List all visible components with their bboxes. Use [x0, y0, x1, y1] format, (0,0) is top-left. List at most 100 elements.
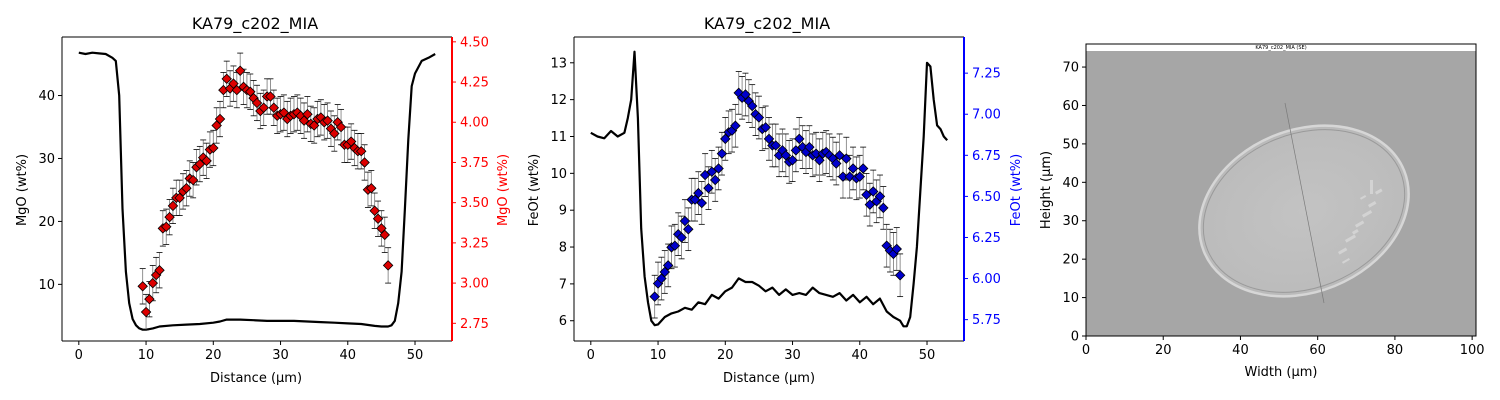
feo-data-point: [676, 232, 687, 243]
mgo-data-point: [234, 65, 246, 77]
mgo-x-tick-label: 0: [75, 348, 83, 363]
profile-line: [1284, 102, 1325, 304]
feo-right-tick-label: 6.50: [972, 190, 1001, 205]
feo-data-point: [787, 155, 798, 166]
feo-data-point: [683, 224, 694, 235]
feo-data-point: [810, 148, 822, 159]
sem-x-tick-label: 20: [1155, 343, 1172, 358]
feo-data-point: [780, 150, 792, 161]
mgo-data-point: [265, 91, 276, 102]
feo-x-tick-label: 30: [784, 348, 801, 363]
feo-data-point: [689, 194, 701, 205]
feo-data-point: [794, 133, 805, 145]
sem-x-tick-label: 60: [1309, 343, 1326, 358]
feo-data-point: [834, 150, 845, 161]
mgo-data-point: [379, 229, 390, 241]
mgo-x-axis-label: Distance (µm): [210, 371, 302, 386]
feo-data-point: [854, 171, 866, 182]
feo-x-tick-label: 0: [587, 348, 595, 363]
feo-right-tick-label: 7.00: [972, 108, 1001, 123]
feo-data-point: [814, 155, 825, 166]
mgo-left-tick-label: 10: [38, 278, 55, 293]
sem-y-tick-label: 30: [1062, 214, 1079, 229]
feo-data-point: [713, 163, 724, 174]
feo-data-point: [693, 187, 704, 199]
sem-y-tick-label: 50: [1062, 137, 1079, 152]
mgo-x-tick-label: 40: [340, 348, 357, 363]
feo-data-point: [716, 148, 728, 159]
mgo-data-point: [154, 264, 165, 276]
feo-left-tick-label: 10: [550, 167, 567, 182]
mgo-x-tick-label: 30: [272, 348, 289, 363]
feo-data-point: [746, 100, 758, 112]
mgo-data-point: [137, 281, 148, 292]
feo-left-tick-label: 8: [559, 241, 567, 256]
feo-data-point: [649, 291, 660, 302]
sem-y-tick-label: 60: [1062, 99, 1079, 114]
mgo-data-point: [372, 213, 384, 224]
feo-left-tick-label: 12: [550, 93, 567, 108]
feo-right-tick-label: 6.25: [972, 231, 1001, 246]
mgo-data-point: [251, 97, 263, 109]
mgo-data-point: [167, 200, 179, 212]
sem-x-tick-label: 100: [1460, 343, 1485, 358]
feo-data-point: [669, 240, 681, 251]
feo-data-point: [760, 122, 771, 133]
feo-chart-title: KA79_c202_MIA: [704, 14, 830, 34]
feo-data-point: [837, 171, 849, 182]
feo-right-axis-label: FeOt (wt%): [1009, 154, 1024, 226]
feo-x-tick-label: 10: [650, 348, 667, 363]
mgo-right-tick-label: 3.25: [460, 236, 489, 251]
mgo-left-tick-label: 20: [38, 215, 55, 230]
feo-data-point: [864, 199, 876, 210]
feo-data-point: [699, 169, 711, 181]
sem-x-tick-label: 0: [1082, 343, 1090, 358]
sem-y-tick-label: 20: [1062, 253, 1079, 268]
feo-profile-panel: KA79_c202_MIA Distance (µm) FeOt (wt%) F…: [527, 14, 1024, 386]
feo-x-tick-label: 50: [919, 348, 936, 363]
feo-data-point: [804, 141, 815, 153]
mgo-data-point: [359, 157, 370, 168]
feo-data-point: [790, 145, 802, 156]
sem-y-tick-label: 70: [1062, 61, 1079, 76]
mgo-data-point: [160, 221, 172, 233]
mgo-data-point: [366, 182, 377, 194]
mgo-left-tick-label: 40: [38, 89, 55, 104]
feo-data-point: [740, 89, 751, 100]
sem-axes-frame: [1085, 43, 1477, 337]
mgo-data-point: [221, 73, 232, 85]
feo-data-point: [659, 266, 671, 278]
mgo-data-point: [355, 145, 367, 157]
mgo-right-tick-label: 4.00: [460, 116, 489, 131]
mgo-data-point: [382, 260, 394, 271]
mgo-right-axis-label: MgO (wt%): [496, 154, 511, 226]
feo-left-tick-label: 7: [559, 277, 567, 292]
mgo-data-point: [144, 293, 155, 305]
feo-x-axis-label: Distance (µm): [723, 371, 815, 386]
mgo-right-tick-label: 2.75: [460, 317, 489, 332]
sem-x-axis-label: Width (µm): [1245, 365, 1318, 380]
feo-x-tick-label: 40: [852, 348, 869, 363]
mgo-data-point: [322, 115, 333, 126]
feo-data-point: [730, 120, 741, 131]
feo-data-point: [679, 215, 691, 227]
feo-left-tick-label: 6: [559, 314, 567, 329]
sem-y-axis-label: Height (µm): [1039, 151, 1054, 229]
mgo-x-tick-label: 20: [205, 348, 222, 363]
mgo-data-point: [329, 128, 340, 139]
feo-right-tick-label: 6.75: [972, 149, 1001, 164]
mgo-profile-panel: KA79_c202_MIA Distance (µm) MgO (wt%) Mg…: [15, 14, 511, 386]
mgo-x-tick-label: 50: [407, 348, 424, 363]
mgo-data-point: [258, 102, 269, 114]
mgo-data-point: [302, 108, 313, 120]
feo-data-point: [720, 133, 731, 145]
mgo-data-point: [181, 182, 192, 194]
sem-y-tick-label: 40: [1062, 176, 1079, 191]
feo-data-point: [857, 163, 869, 174]
feo-right-tick-label: 7.25: [972, 67, 1001, 82]
mgo-right-tick-label: 3.50: [460, 196, 489, 211]
feo-data-point: [709, 174, 721, 186]
sem-x-tick-label: 80: [1387, 343, 1404, 358]
sem-caption-bar: [1086, 44, 1476, 51]
